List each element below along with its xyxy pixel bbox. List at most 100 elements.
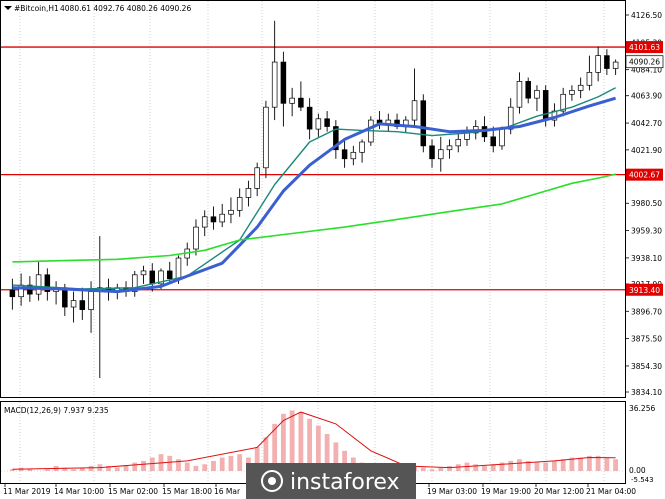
candle (429, 139, 435, 168)
price-tick-label: 3875.50 (631, 335, 662, 344)
candle (263, 100, 269, 179)
candle (35, 261, 42, 301)
macd-histogram-bar (184, 462, 190, 471)
candle (184, 242, 190, 266)
candle (306, 98, 313, 140)
macd-histogram-bar (324, 433, 330, 471)
candle (271, 20, 278, 121)
candle (534, 85, 540, 112)
watermark-text: instaforex (290, 470, 400, 495)
candle (228, 197, 234, 224)
svg-text:4002.67: 4002.67 (629, 171, 660, 180)
macd-histogram-bar (333, 442, 339, 471)
candle (411, 68, 418, 127)
candle (560, 87, 566, 117)
candle (280, 51, 287, 127)
candle (53, 281, 59, 305)
time-tick-label: 20 Mar 12:00 (534, 487, 584, 496)
candle (289, 87, 295, 117)
macd-scale-zero: 0.00 (629, 466, 646, 475)
candle (298, 81, 304, 112)
candle (525, 77, 531, 104)
macd-histogram-bar (473, 464, 479, 471)
macd-histogram-bar (490, 464, 496, 471)
svg-text:4090.26: 4090.26 (629, 58, 660, 67)
candle (420, 94, 427, 153)
candle (324, 111, 330, 132)
candle (9, 278, 16, 310)
level-price-label: 3913.40 (626, 283, 663, 296)
macd-histogram-bar (193, 465, 199, 471)
macd-histogram-bar (298, 412, 304, 471)
ma-slow-line (12, 173, 616, 263)
candle (70, 291, 77, 323)
candle (18, 273, 24, 306)
macd-histogram-bar (289, 410, 295, 471)
horizontal-levels (1, 46, 625, 291)
macd-histogram-bar (211, 460, 216, 471)
candle (455, 132, 462, 153)
candle (612, 59, 619, 75)
ohlc-readout: 4080.61 4092.76 4080.26 4090.26 (60, 4, 191, 13)
macd-histogram-bar (263, 437, 269, 471)
price-tick-label: 4042.70 (631, 119, 662, 128)
level-price-label: 4101.63 (626, 41, 663, 54)
macd-histogram-bar (307, 418, 313, 471)
macd-histogram-bar (202, 464, 208, 471)
macd-histogram-bar (420, 467, 426, 471)
level-price-label: 4002.67 (626, 168, 663, 181)
price-tick-label: 4021.90 (631, 146, 662, 155)
candle (376, 111, 383, 130)
candle (446, 139, 453, 159)
candle (97, 236, 103, 378)
macd-histogram-bar (482, 465, 487, 471)
ma-fast-line (12, 87, 616, 290)
candle (359, 139, 365, 163)
candle (254, 162, 260, 197)
candle (438, 136, 444, 172)
macd-histogram-bar (578, 457, 584, 471)
time-tick-label: 16 Mar (214, 487, 241, 496)
price-tick-label: 3938.10 (631, 254, 662, 263)
macd-histogram-bar (525, 460, 531, 471)
macd-histogram-bar (595, 455, 601, 471)
macd-histogram-bar (342, 450, 348, 471)
price-tick-label: 3896.70 (631, 307, 662, 316)
macd-signal-line (12, 411, 616, 470)
chevron-down-icon[interactable] (4, 6, 12, 10)
candle (236, 188, 243, 217)
macd-histogram-bar (27, 469, 33, 471)
candle (201, 210, 208, 237)
macd-histogram-bar (534, 462, 540, 471)
candle (333, 120, 339, 159)
ma-medium-line (12, 96, 617, 294)
macd-histogram-bar (569, 457, 575, 471)
candle (315, 113, 322, 137)
candle (245, 180, 252, 207)
candle (586, 55, 593, 91)
macd-histogram-bar (499, 462, 505, 471)
candle (350, 145, 357, 166)
macd-scale-bottom: -5.543 (631, 476, 654, 484)
macd-histogram-bar (455, 464, 461, 471)
instaforex-watermark: instaforex (246, 463, 416, 499)
macd-indicator (1, 410, 625, 472)
candle (219, 203, 225, 228)
time-axis[interactable]: 11 Mar 2019 14 Mar 10:00 15 Mar 02:00 15 Ma… (3, 483, 636, 496)
price-tick-label: 3980.50 (631, 199, 662, 208)
candle (44, 268, 51, 301)
svg-text:4101.63: 4101.63 (629, 43, 660, 52)
macd-histogram-bar (123, 465, 129, 471)
price-tick-label: 3834.10 (631, 388, 662, 397)
macd-histogram-bar (429, 469, 435, 471)
macd-histogram-bar (176, 459, 181, 471)
macd-histogram-bar (106, 465, 111, 471)
macd-label: MACD(12,26,9) 7.937 9.235 (4, 406, 109, 415)
macd-histogram-bar (613, 459, 619, 471)
macd-histogram-bar (167, 455, 173, 471)
candle (604, 49, 610, 75)
price-axis[interactable]: 4126.504105.304084.104063.904042.704021.… (625, 11, 662, 397)
macd-histogram-bar (272, 423, 278, 471)
candle (464, 126, 470, 146)
